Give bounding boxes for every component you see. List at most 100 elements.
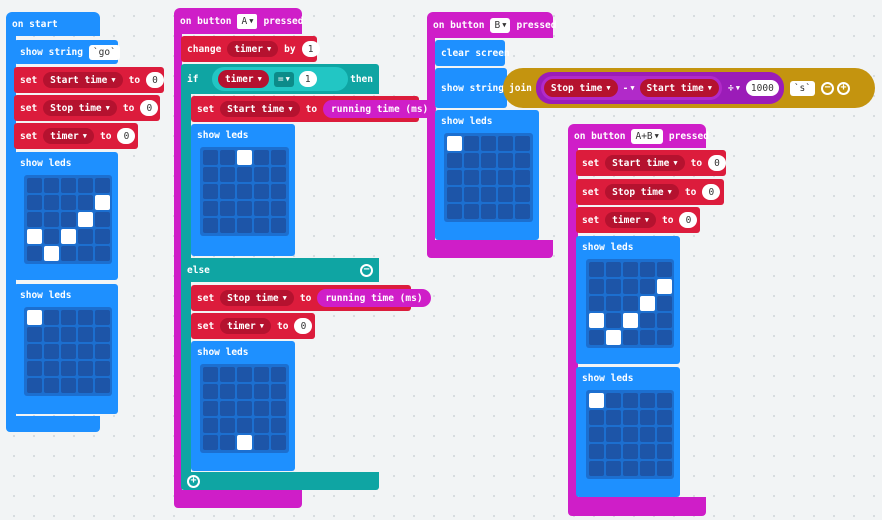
led-off[interactable] [27, 344, 42, 359]
variable-dropdown-timer[interactable]: timer ▼ [605, 212, 656, 228]
set-start-time-block[interactable]: set Start time ▼ to 0 [14, 67, 165, 93]
led-off[interactable] [640, 313, 655, 328]
show-leds-block-2[interactable]: show leds [14, 284, 118, 414]
led-off[interactable] [203, 218, 218, 233]
led-off[interactable] [220, 435, 235, 450]
add-input-icon[interactable]: + [837, 81, 851, 95]
variable-dropdown-timer[interactable]: timer ▼ [218, 70, 269, 88]
led-off[interactable] [640, 262, 655, 277]
led-off[interactable] [44, 310, 59, 325]
led-off[interactable] [220, 384, 235, 399]
led-off[interactable] [44, 212, 59, 227]
show-leds-block-1[interactable]: show leds [576, 236, 680, 364]
led-on[interactable] [61, 229, 76, 244]
led-off[interactable] [589, 410, 604, 425]
led-on[interactable] [237, 435, 252, 450]
led-off[interactable] [95, 310, 110, 325]
led-off[interactable] [640, 410, 655, 425]
add-else-if-icon[interactable]: + [187, 474, 200, 488]
led-off[interactable] [606, 461, 621, 476]
led-off[interactable] [203, 167, 218, 182]
led-off[interactable] [271, 167, 286, 182]
number-input[interactable]: 1 [298, 71, 317, 87]
led-off[interactable] [623, 393, 638, 408]
led-off[interactable] [254, 367, 269, 382]
led-off[interactable] [78, 378, 93, 393]
led-off[interactable] [657, 313, 672, 328]
running-time-reporter[interactable]: running time (ms) [323, 100, 437, 118]
variable-dropdown-timer[interactable]: timer ▼ [43, 128, 94, 144]
led-off[interactable] [271, 367, 286, 382]
led-off[interactable] [237, 201, 252, 216]
led-off[interactable] [61, 310, 76, 325]
join-block[interactable]: join Stop time ▼ - ▼ Start time ▼ ÷ ▼ 1000 `… [503, 68, 875, 108]
led-off[interactable] [78, 344, 93, 359]
led-off[interactable] [237, 367, 252, 382]
led-off[interactable] [78, 246, 93, 261]
led-off[interactable] [515, 153, 530, 168]
led-off[interactable] [27, 195, 42, 210]
button-a-dropdown[interactable]: A ▼ [237, 13, 258, 29]
led-on[interactable] [27, 229, 42, 244]
led-on[interactable] [589, 313, 604, 328]
number-input[interactable]: 1 [301, 41, 320, 57]
variable-dropdown-stop-time[interactable]: Stop time ▼ [220, 290, 294, 306]
led-off[interactable] [464, 204, 479, 219]
led-off[interactable] [498, 204, 513, 219]
led-off[interactable] [640, 393, 655, 408]
number-input[interactable]: 0 [679, 212, 698, 228]
led-off[interactable] [515, 204, 530, 219]
led-off[interactable] [237, 401, 252, 416]
show-leds-block-if[interactable]: show leds [191, 124, 295, 256]
led-off[interactable] [61, 246, 76, 261]
led-off[interactable] [481, 170, 496, 185]
led-off[interactable] [254, 218, 269, 233]
number-input[interactable]: 0 [146, 72, 165, 88]
led-off[interactable] [498, 153, 513, 168]
led-off[interactable] [78, 327, 93, 342]
led-off[interactable] [498, 170, 513, 185]
led-off[interactable] [78, 229, 93, 244]
led-off[interactable] [44, 178, 59, 193]
led-off[interactable] [95, 178, 110, 193]
led-off[interactable] [61, 378, 76, 393]
led-on[interactable] [237, 150, 252, 165]
led-off[interactable] [481, 187, 496, 202]
led-off[interactable] [657, 410, 672, 425]
button-ab-dropdown[interactable]: A+B ▼ [631, 128, 663, 144]
led-off[interactable] [271, 435, 286, 450]
led-off[interactable] [27, 178, 42, 193]
led-grid[interactable] [444, 133, 533, 222]
led-off[interactable] [220, 367, 235, 382]
led-off[interactable] [95, 246, 110, 261]
led-off[interactable] [44, 229, 59, 244]
led-off[interactable] [237, 218, 252, 233]
led-off[interactable] [254, 184, 269, 199]
led-off[interactable] [515, 187, 530, 202]
show-leds-block-2[interactable]: show leds [576, 367, 680, 497]
led-off[interactable] [220, 201, 235, 216]
led-off[interactable] [464, 170, 479, 185]
led-off[interactable] [271, 218, 286, 233]
led-off[interactable] [78, 361, 93, 376]
led-grid[interactable] [200, 364, 289, 453]
change-timer-block[interactable]: change timer ▼ by 1 [181, 36, 320, 62]
led-off[interactable] [95, 212, 110, 227]
led-off[interactable] [254, 201, 269, 216]
led-off[interactable] [623, 410, 638, 425]
set-timer-block[interactable]: set timer ▼ to 0 [576, 207, 700, 233]
led-off[interactable] [220, 167, 235, 182]
led-off[interactable] [254, 167, 269, 182]
led-off[interactable] [203, 401, 218, 416]
led-off[interactable] [498, 136, 513, 151]
on-start-block[interactable]: on start [6, 12, 100, 36]
led-off[interactable] [606, 393, 621, 408]
led-grid[interactable] [200, 147, 289, 236]
led-grid[interactable] [24, 307, 112, 396]
led-off[interactable] [481, 153, 496, 168]
led-off[interactable] [447, 204, 462, 219]
on-button-b-block[interactable]: on button B ▼ pressed [427, 12, 556, 38]
set-stop-time-block[interactable]: set Stop time ▼ to 0 [576, 179, 724, 205]
led-off[interactable] [27, 327, 42, 342]
set-start-time-block[interactable]: set Start time ▼ to 0 [576, 150, 727, 176]
